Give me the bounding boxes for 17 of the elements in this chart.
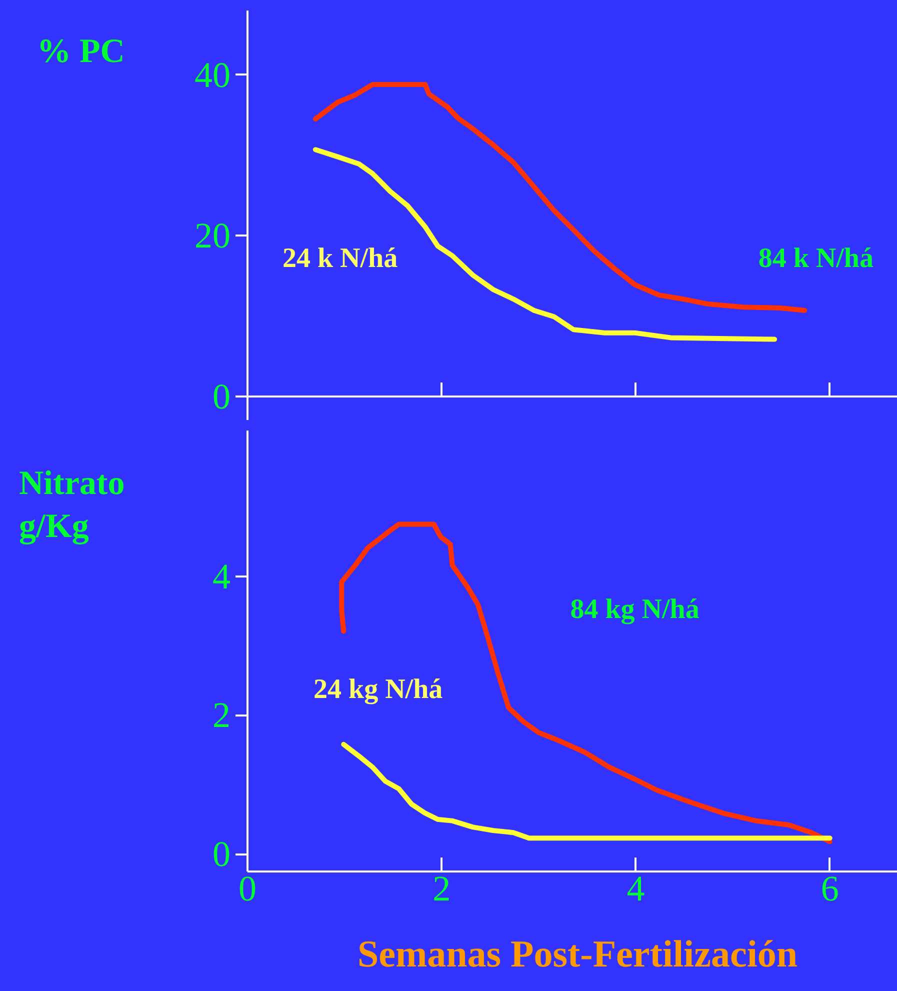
y-tick-label: 40 xyxy=(194,54,230,95)
y-tick-label: 20 xyxy=(194,216,230,256)
annotation: 24 kg N/há xyxy=(314,674,443,705)
annotation: 24 k N/há xyxy=(282,243,398,274)
x-tick-label: 6 xyxy=(820,868,839,908)
y-tick-label: 2 xyxy=(212,695,230,736)
y-tick-label: 4 xyxy=(212,556,230,596)
y-tick-label: 0 xyxy=(212,376,230,416)
y-tick-label: 0 xyxy=(212,834,230,874)
y-axis-title: % PC xyxy=(37,32,125,72)
annotation: 84 k N/há xyxy=(758,243,874,274)
x-axis-title: Semanas Post-Fertilización xyxy=(357,934,798,976)
x-tick-label: 2 xyxy=(432,868,451,908)
annotation: 84 kg N/há xyxy=(570,594,700,626)
x-tick-label: 0 xyxy=(238,868,256,908)
y-axis-title: Nitrato g/Kg xyxy=(19,464,125,546)
x-tick-label: 4 xyxy=(626,868,645,908)
